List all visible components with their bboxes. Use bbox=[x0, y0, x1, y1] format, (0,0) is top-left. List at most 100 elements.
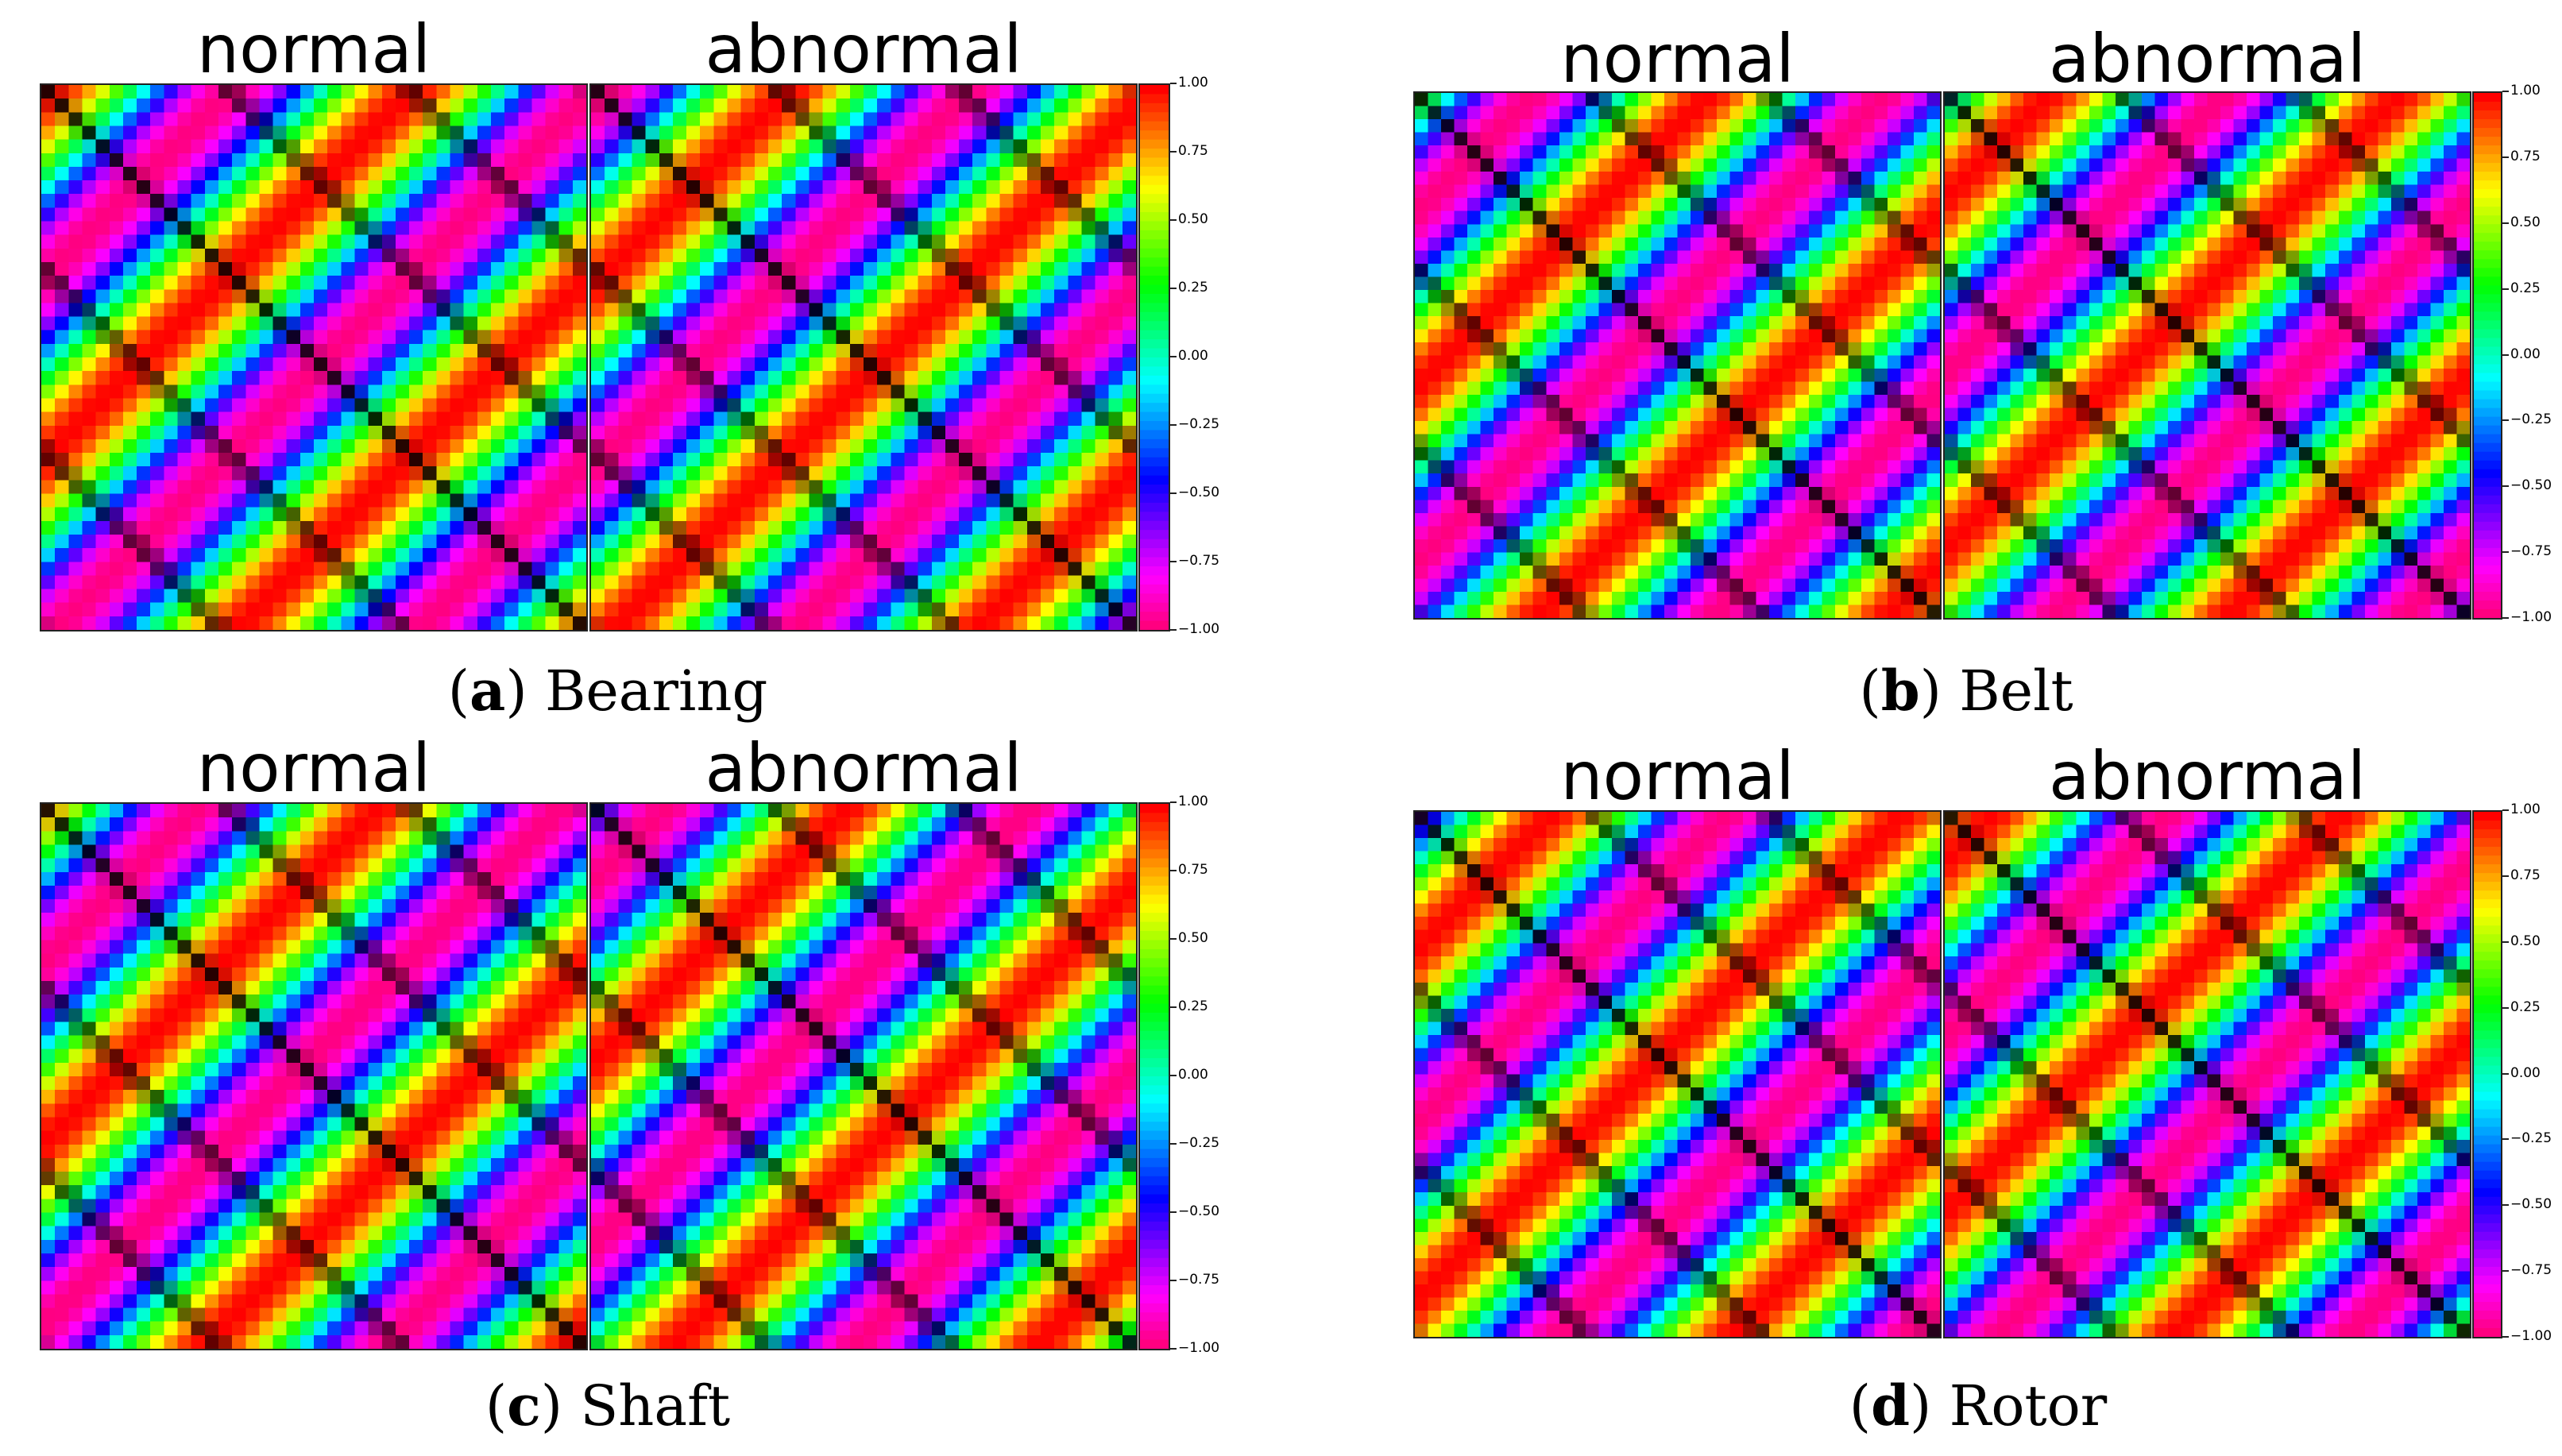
heatmap-cell bbox=[1122, 234, 1136, 249]
heatmap-cell bbox=[327, 316, 342, 331]
heatmap-cell bbox=[986, 466, 1000, 481]
heatmap-cell bbox=[95, 589, 110, 604]
heatmap-cell bbox=[1664, 526, 1678, 540]
heatmap-cell bbox=[1691, 460, 1704, 474]
heatmap-cell bbox=[904, 276, 918, 290]
heatmap-cell bbox=[1480, 119, 1494, 133]
heatmap-cell bbox=[1769, 486, 1783, 500]
heatmap-cell bbox=[299, 534, 315, 549]
heatmap-cell bbox=[245, 207, 260, 222]
heatmap-cell bbox=[41, 194, 56, 208]
heatmap-cell bbox=[55, 126, 69, 140]
heatmap-cell bbox=[1454, 460, 1468, 474]
heatmap-cell bbox=[327, 153, 342, 168]
heatmap-cell bbox=[204, 616, 219, 630]
heatmap-cell bbox=[877, 493, 891, 508]
heatmap-cell bbox=[41, 520, 56, 535]
heatmap-cell bbox=[381, 85, 396, 99]
heatmap-cell bbox=[68, 438, 83, 454]
heatmap-cell bbox=[558, 343, 574, 358]
heatmap-cell bbox=[2378, 93, 2392, 106]
heatmap-cell bbox=[918, 493, 933, 508]
heatmap-cell bbox=[754, 221, 769, 235]
heatmap-cell bbox=[904, 303, 918, 317]
heatmap-cell bbox=[1441, 473, 1455, 488]
heatmap-cell bbox=[572, 602, 586, 617]
heatmap-cell bbox=[618, 575, 632, 589]
heatmap-cell bbox=[95, 289, 110, 303]
heatmap-cell bbox=[1691, 315, 1704, 330]
heatmap-cell bbox=[395, 371, 410, 385]
heatmap-cell bbox=[245, 493, 260, 508]
heatmap-cell bbox=[1013, 153, 1028, 168]
heatmap-cell bbox=[891, 384, 905, 399]
heatmap-cell bbox=[1743, 172, 1756, 186]
heatmap-cell bbox=[55, 343, 69, 358]
heatmap-cell bbox=[504, 194, 519, 208]
heatmap-cell bbox=[1691, 591, 1704, 605]
colorbar-step bbox=[1140, 539, 1169, 550]
heatmap-cell bbox=[82, 85, 96, 99]
heatmap-cell bbox=[1848, 303, 1862, 317]
heatmap-cell bbox=[822, 316, 837, 331]
heatmap-cell bbox=[864, 139, 878, 154]
heatmap-cell bbox=[1795, 604, 1810, 618]
subplot-title-b-abnormal: abnormal bbox=[2048, 20, 2367, 98]
heatmap-cell bbox=[809, 398, 823, 412]
heatmap-cell bbox=[150, 466, 164, 481]
heatmap-cell bbox=[1782, 145, 1796, 159]
heatmap-cell bbox=[931, 207, 946, 222]
heatmap-cell bbox=[1834, 539, 1849, 553]
heatmap-cell bbox=[632, 493, 646, 508]
heatmap-cell bbox=[409, 534, 423, 549]
heatmap-cell bbox=[1013, 520, 1028, 535]
heatmap-cell bbox=[1703, 93, 1718, 106]
heatmap-cell bbox=[1651, 250, 1665, 265]
heatmap-cell bbox=[945, 112, 960, 126]
heatmap-cell bbox=[490, 126, 505, 140]
heatmap-cell bbox=[2312, 93, 2326, 106]
heatmap-cell bbox=[463, 207, 478, 222]
heatmap-cell bbox=[1559, 172, 1573, 186]
heatmap-cell bbox=[1441, 263, 1455, 277]
heatmap-cell bbox=[1691, 263, 1704, 277]
heatmap-cell bbox=[1081, 85, 1096, 99]
heatmap-cell bbox=[409, 343, 423, 358]
heatmap-cell bbox=[1532, 329, 1547, 343]
heatmap-cell bbox=[1532, 315, 1547, 330]
heatmap-cell bbox=[1054, 276, 1068, 290]
heatmap-cell bbox=[1664, 591, 1678, 605]
heatmap-cell bbox=[409, 112, 423, 126]
heatmap-cell bbox=[1756, 500, 1770, 514]
heatmap-cell bbox=[727, 343, 741, 358]
heatmap-cell bbox=[1848, 421, 1862, 434]
heatmap-cell bbox=[822, 85, 837, 99]
colorbar-step bbox=[1140, 121, 1169, 132]
heatmap-cell bbox=[1808, 565, 1822, 579]
heatmap-cell bbox=[572, 207, 586, 222]
heatmap-cell bbox=[1108, 166, 1123, 181]
heatmap-cell bbox=[1081, 466, 1096, 481]
heatmap-cell bbox=[409, 316, 423, 331]
heatmap-cell bbox=[836, 276, 851, 290]
heatmap-cell bbox=[381, 289, 396, 303]
heatmap-cell bbox=[1095, 166, 1110, 181]
heatmap-cell bbox=[137, 589, 151, 604]
heatmap-cell bbox=[1506, 604, 1521, 618]
heatmap-cell bbox=[2115, 119, 2129, 133]
heatmap-cell bbox=[727, 438, 741, 454]
heatmap-cell bbox=[1913, 106, 1927, 120]
heatmap-cell bbox=[531, 425, 546, 440]
heatmap-cell bbox=[1585, 447, 1599, 462]
heatmap-cell bbox=[1506, 434, 1521, 448]
heatmap-cell bbox=[191, 520, 206, 535]
heatmap-cell bbox=[218, 493, 233, 508]
heatmap-cell bbox=[41, 112, 56, 126]
heatmap-cell bbox=[1506, 591, 1521, 605]
heatmap-cell bbox=[809, 139, 823, 154]
heatmap-cell bbox=[204, 357, 219, 372]
heatmap-cell bbox=[191, 425, 206, 440]
heatmap-cell bbox=[545, 453, 560, 467]
heatmap-cell bbox=[95, 112, 110, 126]
heatmap-cell bbox=[1494, 381, 1508, 396]
